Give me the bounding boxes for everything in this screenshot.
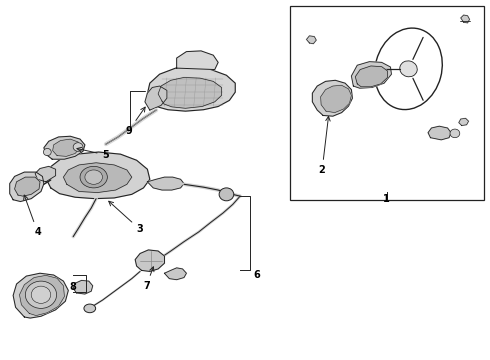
Text: 6: 6 <box>254 270 261 280</box>
Ellipse shape <box>375 28 442 109</box>
Polygon shape <box>147 67 235 111</box>
Text: 5: 5 <box>77 147 109 160</box>
Polygon shape <box>20 275 64 316</box>
Ellipse shape <box>219 188 234 201</box>
Polygon shape <box>35 166 55 182</box>
Polygon shape <box>53 139 80 156</box>
Ellipse shape <box>84 304 96 313</box>
Polygon shape <box>177 51 218 69</box>
Polygon shape <box>165 268 186 280</box>
Polygon shape <box>44 136 85 159</box>
Text: 7: 7 <box>143 267 154 291</box>
Polygon shape <box>355 66 388 87</box>
Ellipse shape <box>400 61 417 77</box>
Polygon shape <box>73 280 93 294</box>
Text: 4: 4 <box>24 195 41 237</box>
Polygon shape <box>158 77 221 108</box>
Ellipse shape <box>450 129 460 138</box>
Bar <box>290 6 484 200</box>
Polygon shape <box>428 126 451 140</box>
Ellipse shape <box>44 148 51 156</box>
Text: 2: 2 <box>319 116 330 175</box>
Ellipse shape <box>31 286 51 303</box>
Polygon shape <box>10 172 44 202</box>
Polygon shape <box>320 85 351 113</box>
Polygon shape <box>147 177 184 190</box>
Polygon shape <box>13 273 68 318</box>
Ellipse shape <box>80 166 107 188</box>
Text: 8: 8 <box>70 282 76 292</box>
Ellipse shape <box>25 281 56 309</box>
Polygon shape <box>135 250 165 271</box>
Polygon shape <box>307 36 316 44</box>
Polygon shape <box>459 118 468 126</box>
Polygon shape <box>63 163 132 193</box>
Text: 1: 1 <box>383 194 390 204</box>
Polygon shape <box>15 177 40 196</box>
Text: 3: 3 <box>109 201 144 234</box>
Ellipse shape <box>85 170 102 184</box>
Ellipse shape <box>73 143 83 151</box>
Text: 9: 9 <box>125 107 145 135</box>
Polygon shape <box>351 62 392 88</box>
Polygon shape <box>145 86 167 110</box>
Polygon shape <box>461 15 469 23</box>
Polygon shape <box>46 152 150 199</box>
Polygon shape <box>312 80 352 116</box>
